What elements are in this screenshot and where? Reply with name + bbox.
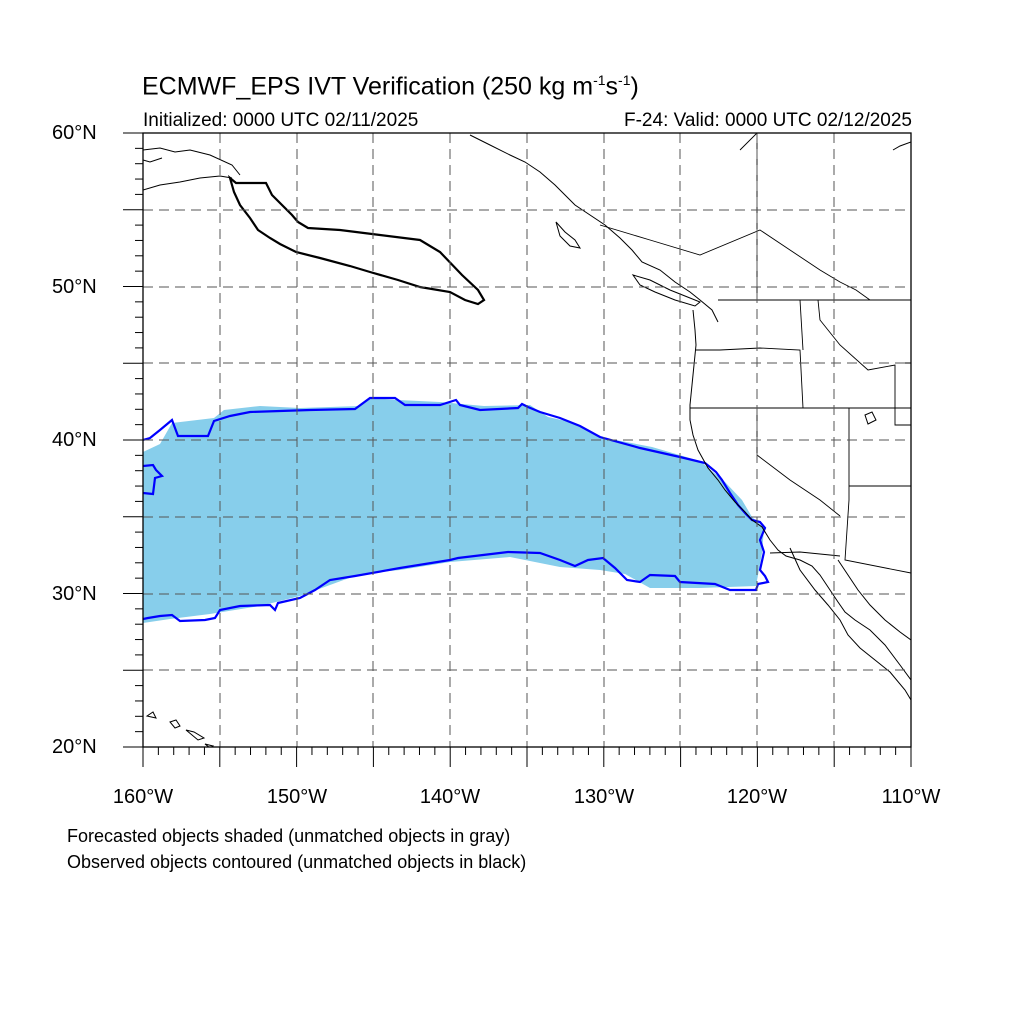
coastline-mexico-mainland xyxy=(837,559,911,641)
lat-label-50: 50°N xyxy=(52,276,97,298)
coastline-ne-corner xyxy=(892,141,911,151)
coastline-bc xyxy=(469,134,719,323)
coastline-hawaii xyxy=(145,711,215,747)
observed-object-unmatched-contour xyxy=(227,174,486,306)
border-wa-or xyxy=(696,347,804,409)
lake-great-salt xyxy=(864,411,877,425)
coastline-alaska xyxy=(143,147,241,191)
coastline-islands xyxy=(555,221,701,307)
lat-label-40: 40°N xyxy=(52,429,97,451)
lon-label-140w: 140°W xyxy=(419,786,481,808)
valid-time-label: F-24: Valid: 0000 UTC 02/12/2025 xyxy=(624,110,912,131)
lat-lon-grid xyxy=(143,133,911,747)
lat-label-60: 60°N xyxy=(52,122,97,144)
legend-note-observed: Observed objects contoured (unmatched ob… xyxy=(67,852,527,872)
axis-ticks xyxy=(123,132,912,767)
legend-note-forecast: Forecasted objects shaded (unmatched obj… xyxy=(67,826,511,846)
border-us-mexico xyxy=(769,551,841,557)
coastline-baja xyxy=(789,547,911,701)
observed-object-matched-contour-edge xyxy=(143,463,165,496)
border-ca-nv xyxy=(756,408,841,517)
map-title: ECMWF_EPS IVT Verification (250 kg m-1s-… xyxy=(142,72,639,101)
lon-label-160w: 160°W xyxy=(112,786,174,808)
lon-label-110w: 110°W xyxy=(881,786,941,808)
lat-label-30: 30°N xyxy=(52,583,97,605)
initialized-label: Initialized: 0000 UTC 02/11/2025 xyxy=(143,110,419,131)
border-bc-alberta xyxy=(599,224,871,301)
lon-label-150w: 150°W xyxy=(266,786,328,808)
forecast-object-shaded xyxy=(143,398,764,623)
border-az xyxy=(844,485,911,574)
lat-label-20: 20°N xyxy=(52,736,97,758)
ca-internal-line xyxy=(739,133,758,300)
lon-label-120w: 120°W xyxy=(726,786,788,808)
lon-label-130w: 130°W xyxy=(573,786,635,808)
